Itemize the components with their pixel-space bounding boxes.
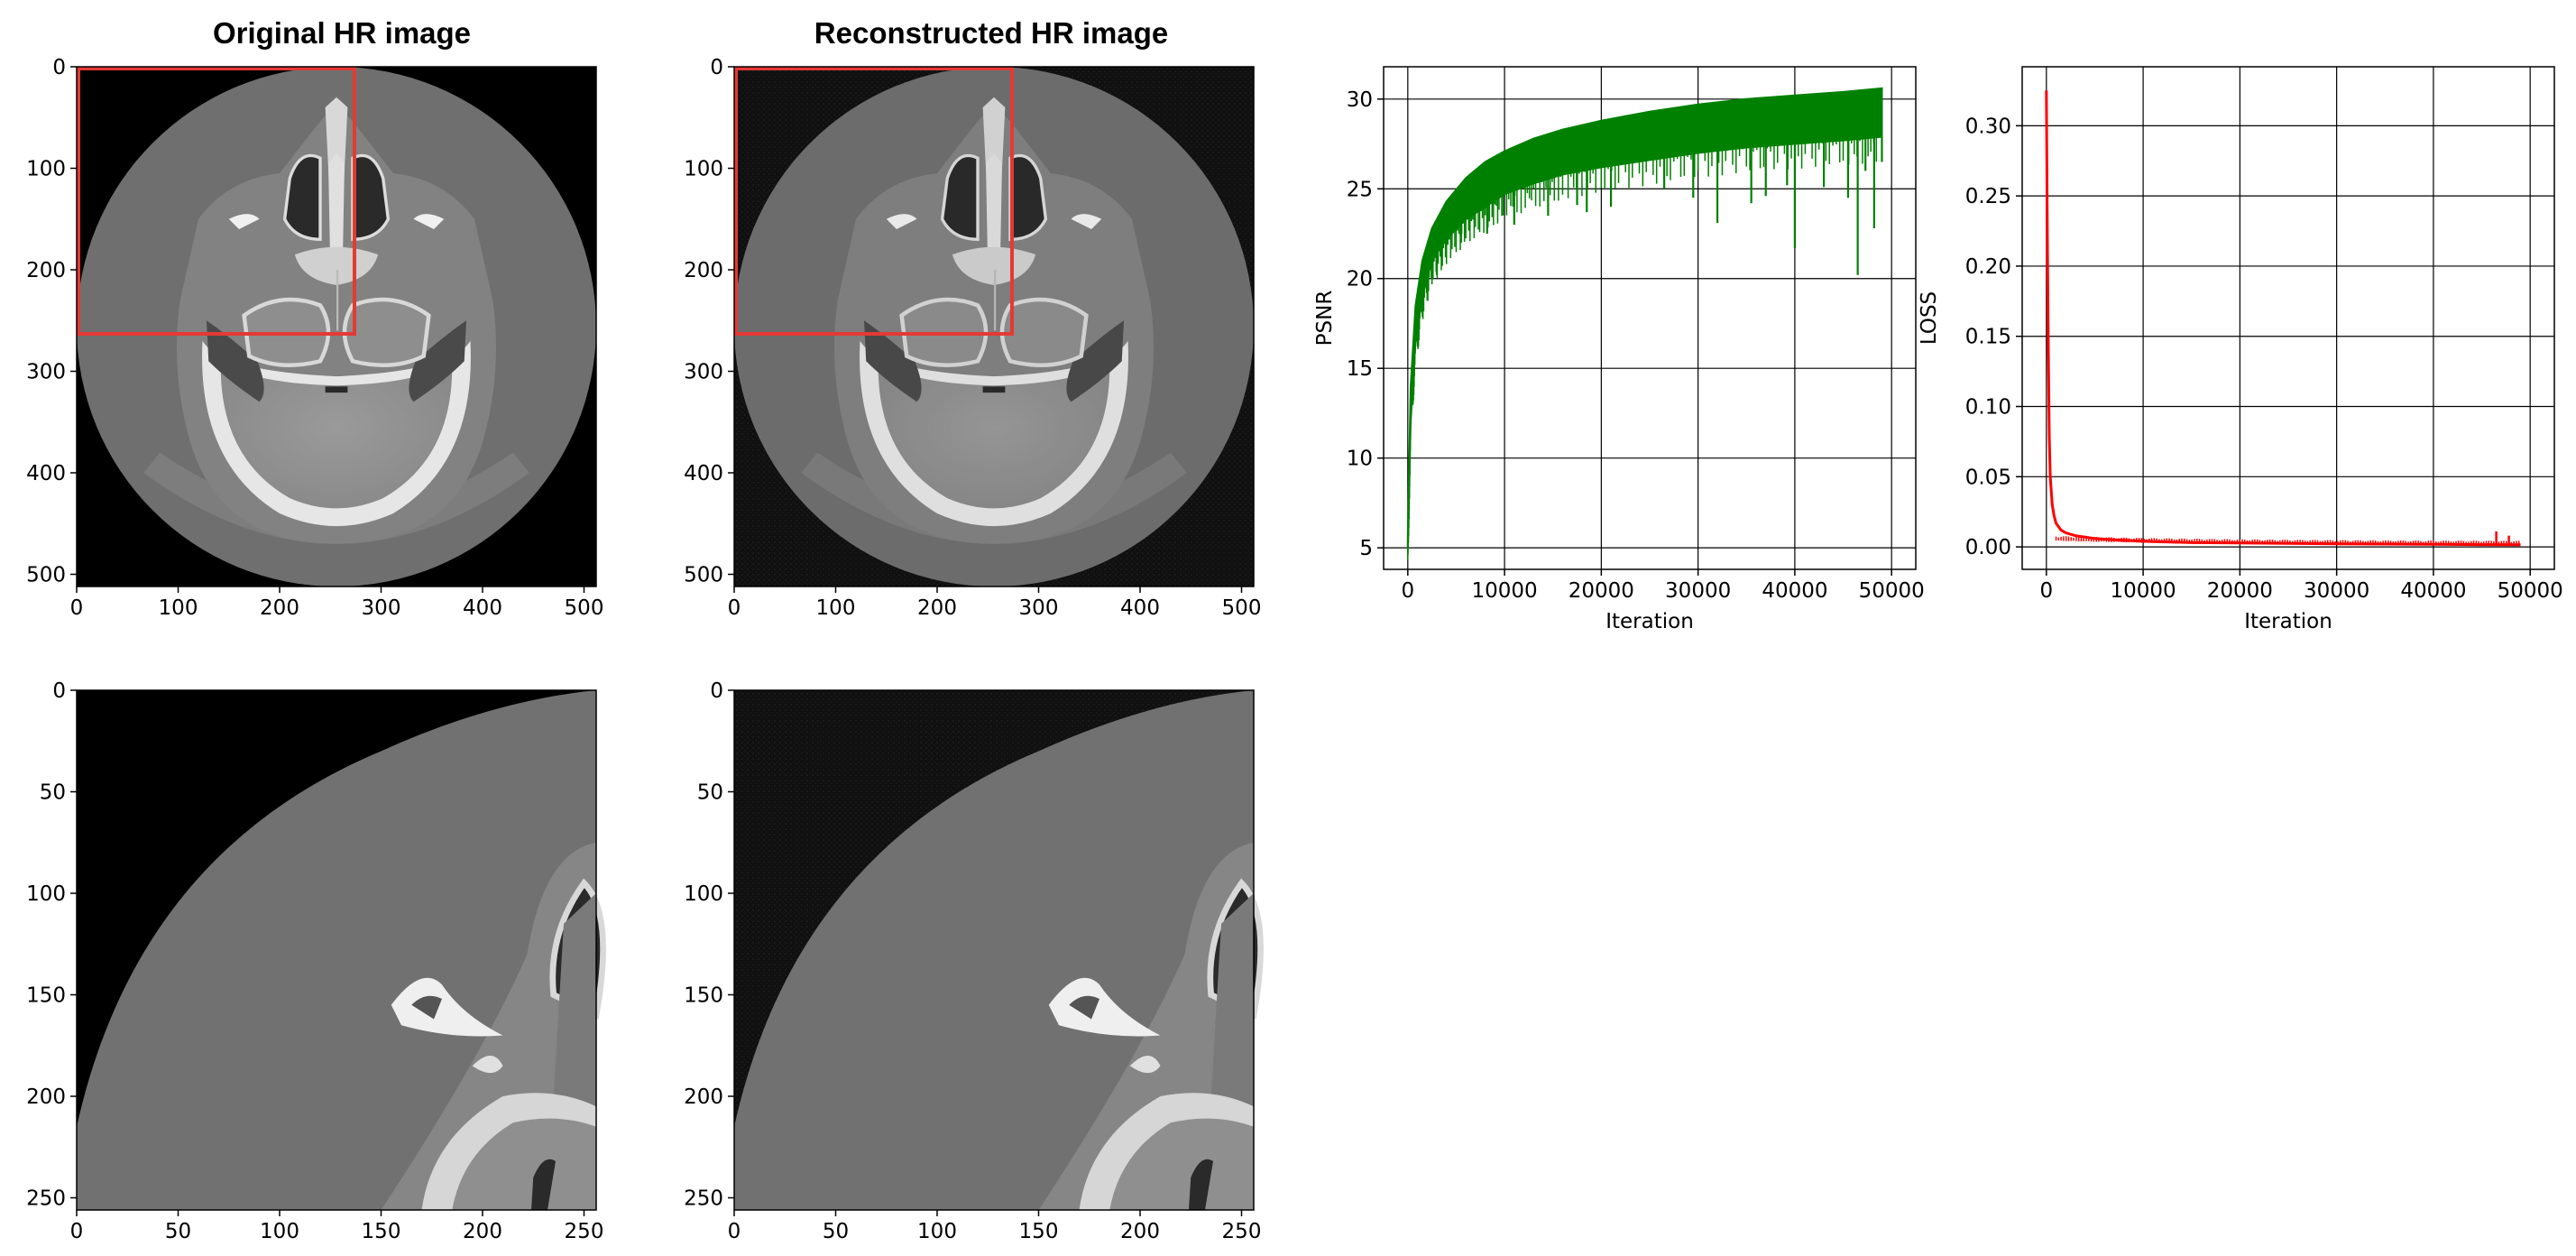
y-tick-label: 500 <box>684 564 723 587</box>
y-tick-label: 50 <box>697 781 723 805</box>
loss-plot: 0 10000 20000 30000 40000 50000 0.00 0.05 0.10 0.… <box>1918 66 2563 633</box>
original-crop-panel <box>77 690 603 1210</box>
original-crop-image <box>77 690 603 1210</box>
y-tick-label: 200 <box>684 1085 723 1109</box>
y-tick-label: 0.05 <box>1965 466 2011 489</box>
x-tick-label: 10000 <box>1472 579 1538 603</box>
x-tick-label: 30000 <box>1665 579 1731 603</box>
axes-frame <box>1383 66 1917 570</box>
x-tick-label: 100 <box>260 1220 299 1243</box>
y-tick-label: 50 <box>40 781 66 805</box>
x-tick-label: 40000 <box>1762 579 1827 603</box>
x-tick-label: 100 <box>816 596 856 620</box>
y-tick-label: 10 <box>1347 448 1373 471</box>
reconstructed-hr-image-panel: Reconstructed HR image <box>734 16 1254 586</box>
x-tick-label: 300 <box>1019 596 1059 620</box>
x-tick-label: 10000 <box>2111 579 2176 603</box>
x-tick-label: 50000 <box>2498 579 2563 603</box>
axes-frame <box>2021 66 2555 570</box>
x-tick-label: 400 <box>1120 596 1160 620</box>
original-hr-image-panel: Original HR image <box>77 16 596 586</box>
x-tick-label: 50 <box>165 1220 191 1243</box>
reconstructed-hr-image <box>734 67 1254 586</box>
y-tick-label: 0 <box>52 56 66 79</box>
x-axis-label: Iteration <box>1605 610 1694 633</box>
x-tick-label: 250 <box>565 1220 604 1243</box>
y-tick-label: 500 <box>26 564 66 587</box>
x-tick-label: 150 <box>362 1220 401 1243</box>
x-tick-label: 50 <box>823 1220 849 1243</box>
y-tick-label: 100 <box>26 158 66 181</box>
psnr-series-band <box>1406 87 1883 549</box>
reconstructed-hr-image-title: Reconstructed HR image <box>814 16 1168 50</box>
x-tick-label: 500 <box>565 596 604 620</box>
y-tick-label: 100 <box>684 158 723 181</box>
y-tick-label: 30 <box>1347 88 1373 112</box>
original-hr-image-title: Original HR image <box>213 16 471 50</box>
x-tick-label: 250 <box>1222 1220 1262 1243</box>
psnr-plot: 0 10000 20000 30000 40000 50000 5 10 15 20 25 30 Ite… <box>1313 66 1925 633</box>
y-tick-label: 300 <box>26 361 66 384</box>
roi-box-reconstructed <box>734 67 1014 336</box>
y-tick-label: 150 <box>684 984 723 1008</box>
y-tick-label: 100 <box>684 882 723 906</box>
x-tick-label: 50000 <box>1859 579 1925 603</box>
y-tick-label: 5 <box>1359 537 1373 560</box>
y-tick-label: 400 <box>684 462 723 485</box>
y-tick-label: 100 <box>26 882 66 906</box>
y-tick-label: 0 <box>52 679 66 703</box>
y-tick-label: 250 <box>684 1187 723 1211</box>
reconstructed-crop-image <box>734 690 1261 1210</box>
x-axis-label: Iteration <box>2244 610 2332 633</box>
y-tick-label: 0.00 <box>1965 536 2011 559</box>
y-tick-label: 0 <box>710 56 723 79</box>
x-tick-label: 20000 <box>2207 579 2273 603</box>
x-tick-label: 200 <box>917 596 957 620</box>
y-tick-label: 0.15 <box>1965 326 2011 349</box>
x-tick-label: 100 <box>159 596 198 620</box>
x-tick-label: 500 <box>1222 596 1262 620</box>
x-tick-label: 30000 <box>2304 579 2369 603</box>
roi-box-original <box>77 67 356 336</box>
x-tick-label: 40000 <box>2400 579 2466 603</box>
x-tick-label: 20000 <box>1569 579 1634 603</box>
y-tick-label: 15 <box>1347 357 1373 381</box>
y-tick-label: 25 <box>1347 178 1373 201</box>
x-tick-label: 150 <box>1019 1220 1059 1243</box>
x-tick-label: 0 <box>728 1220 741 1243</box>
x-tick-label: 0 <box>728 596 741 620</box>
x-tick-label: 200 <box>260 596 299 620</box>
x-tick-label: 0 <box>2039 579 2053 603</box>
x-tick-label: 0 <box>70 1220 84 1243</box>
y-axis-label: PSNR <box>1313 291 1337 346</box>
y-tick-label: 250 <box>26 1187 66 1211</box>
y-tick-label: 0.10 <box>1965 396 2011 420</box>
y-tick-label: 200 <box>26 1085 66 1109</box>
x-tick-label: 300 <box>362 596 401 620</box>
y-tick-label: 20 <box>1347 268 1373 291</box>
y-tick-label: 200 <box>26 259 66 282</box>
y-axis-label: LOSS <box>1918 291 1941 345</box>
x-tick-label: 0 <box>1401 579 1414 603</box>
y-tick-label: 0.25 <box>1965 185 2011 208</box>
y-tick-label: 0.20 <box>1965 255 2011 279</box>
x-tick-label: 200 <box>463 1220 502 1243</box>
y-tick-label: 200 <box>684 259 723 282</box>
y-tick-label: 300 <box>684 361 723 384</box>
x-tick-label: 400 <box>463 596 502 620</box>
x-tick-label: 0 <box>70 596 84 620</box>
x-tick-label: 100 <box>917 1220 957 1243</box>
y-tick-label: 150 <box>26 984 66 1008</box>
y-tick-label: 400 <box>26 462 66 485</box>
y-tick-label: 0.30 <box>1965 115 2011 138</box>
y-tick-label: 0 <box>710 679 723 703</box>
original-hr-image <box>77 67 596 586</box>
reconstructed-crop-panel <box>734 690 1261 1210</box>
x-tick-label: 200 <box>1120 1220 1160 1243</box>
